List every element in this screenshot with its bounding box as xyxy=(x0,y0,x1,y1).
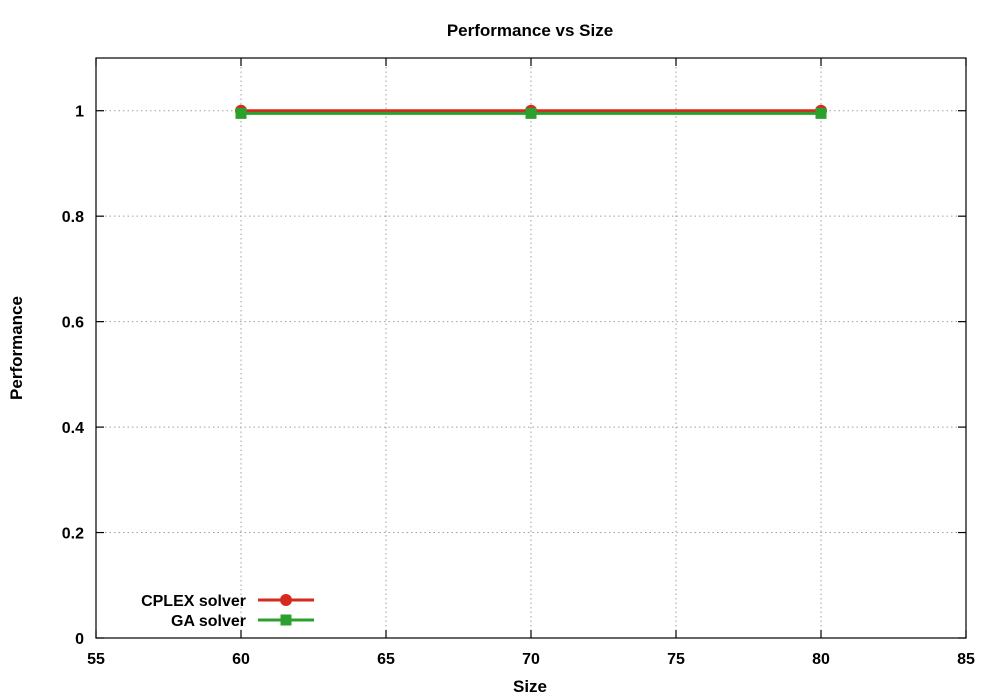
data-series xyxy=(235,104,827,119)
x-tick-labels: 55 60 65 70 75 80 85 xyxy=(87,651,975,668)
x-tick-label: 60 xyxy=(232,651,250,668)
x-tick-label: 55 xyxy=(87,651,105,668)
grid-lines xyxy=(96,58,966,638)
x-tick-label: 65 xyxy=(377,651,395,668)
x-tick-label: 80 xyxy=(812,651,830,668)
x-tick-label: 85 xyxy=(957,651,975,668)
data-point-ga-solver xyxy=(235,107,247,119)
legend-entry-ga-solver: GA solver xyxy=(171,613,314,630)
x-tick-label: 70 xyxy=(522,651,540,668)
y-tick-label: 0.4 xyxy=(62,420,84,437)
legend: CPLEX solver GA solver xyxy=(141,593,314,630)
series-ga-solver xyxy=(235,107,827,119)
data-point-ga-solver xyxy=(815,107,827,119)
y-tick-label: 0.2 xyxy=(62,526,84,543)
y-tick-label: 0 xyxy=(75,631,84,648)
legend-marker xyxy=(280,614,292,626)
legend-entry-cplex-solver: CPLEX solver xyxy=(141,593,314,610)
data-point-ga-solver xyxy=(525,107,537,119)
x-tick-label: 75 xyxy=(667,651,685,668)
y-tick-label: 1 xyxy=(75,104,84,121)
y-tick-label: 0.8 xyxy=(62,209,84,226)
chart-title: Performance vs Size xyxy=(447,21,613,40)
y-axis-label: Performance xyxy=(7,296,26,400)
legend-label: CPLEX solver xyxy=(141,593,246,610)
legend-marker xyxy=(280,594,292,606)
y-tick-labels: 0 0.2 0.4 0.6 0.8 1 xyxy=(62,104,84,648)
axis-ticks xyxy=(95,58,967,639)
legend-label: GA solver xyxy=(171,613,246,630)
y-tick-label: 0.6 xyxy=(62,315,84,332)
x-axis-label: Size xyxy=(513,677,547,696)
